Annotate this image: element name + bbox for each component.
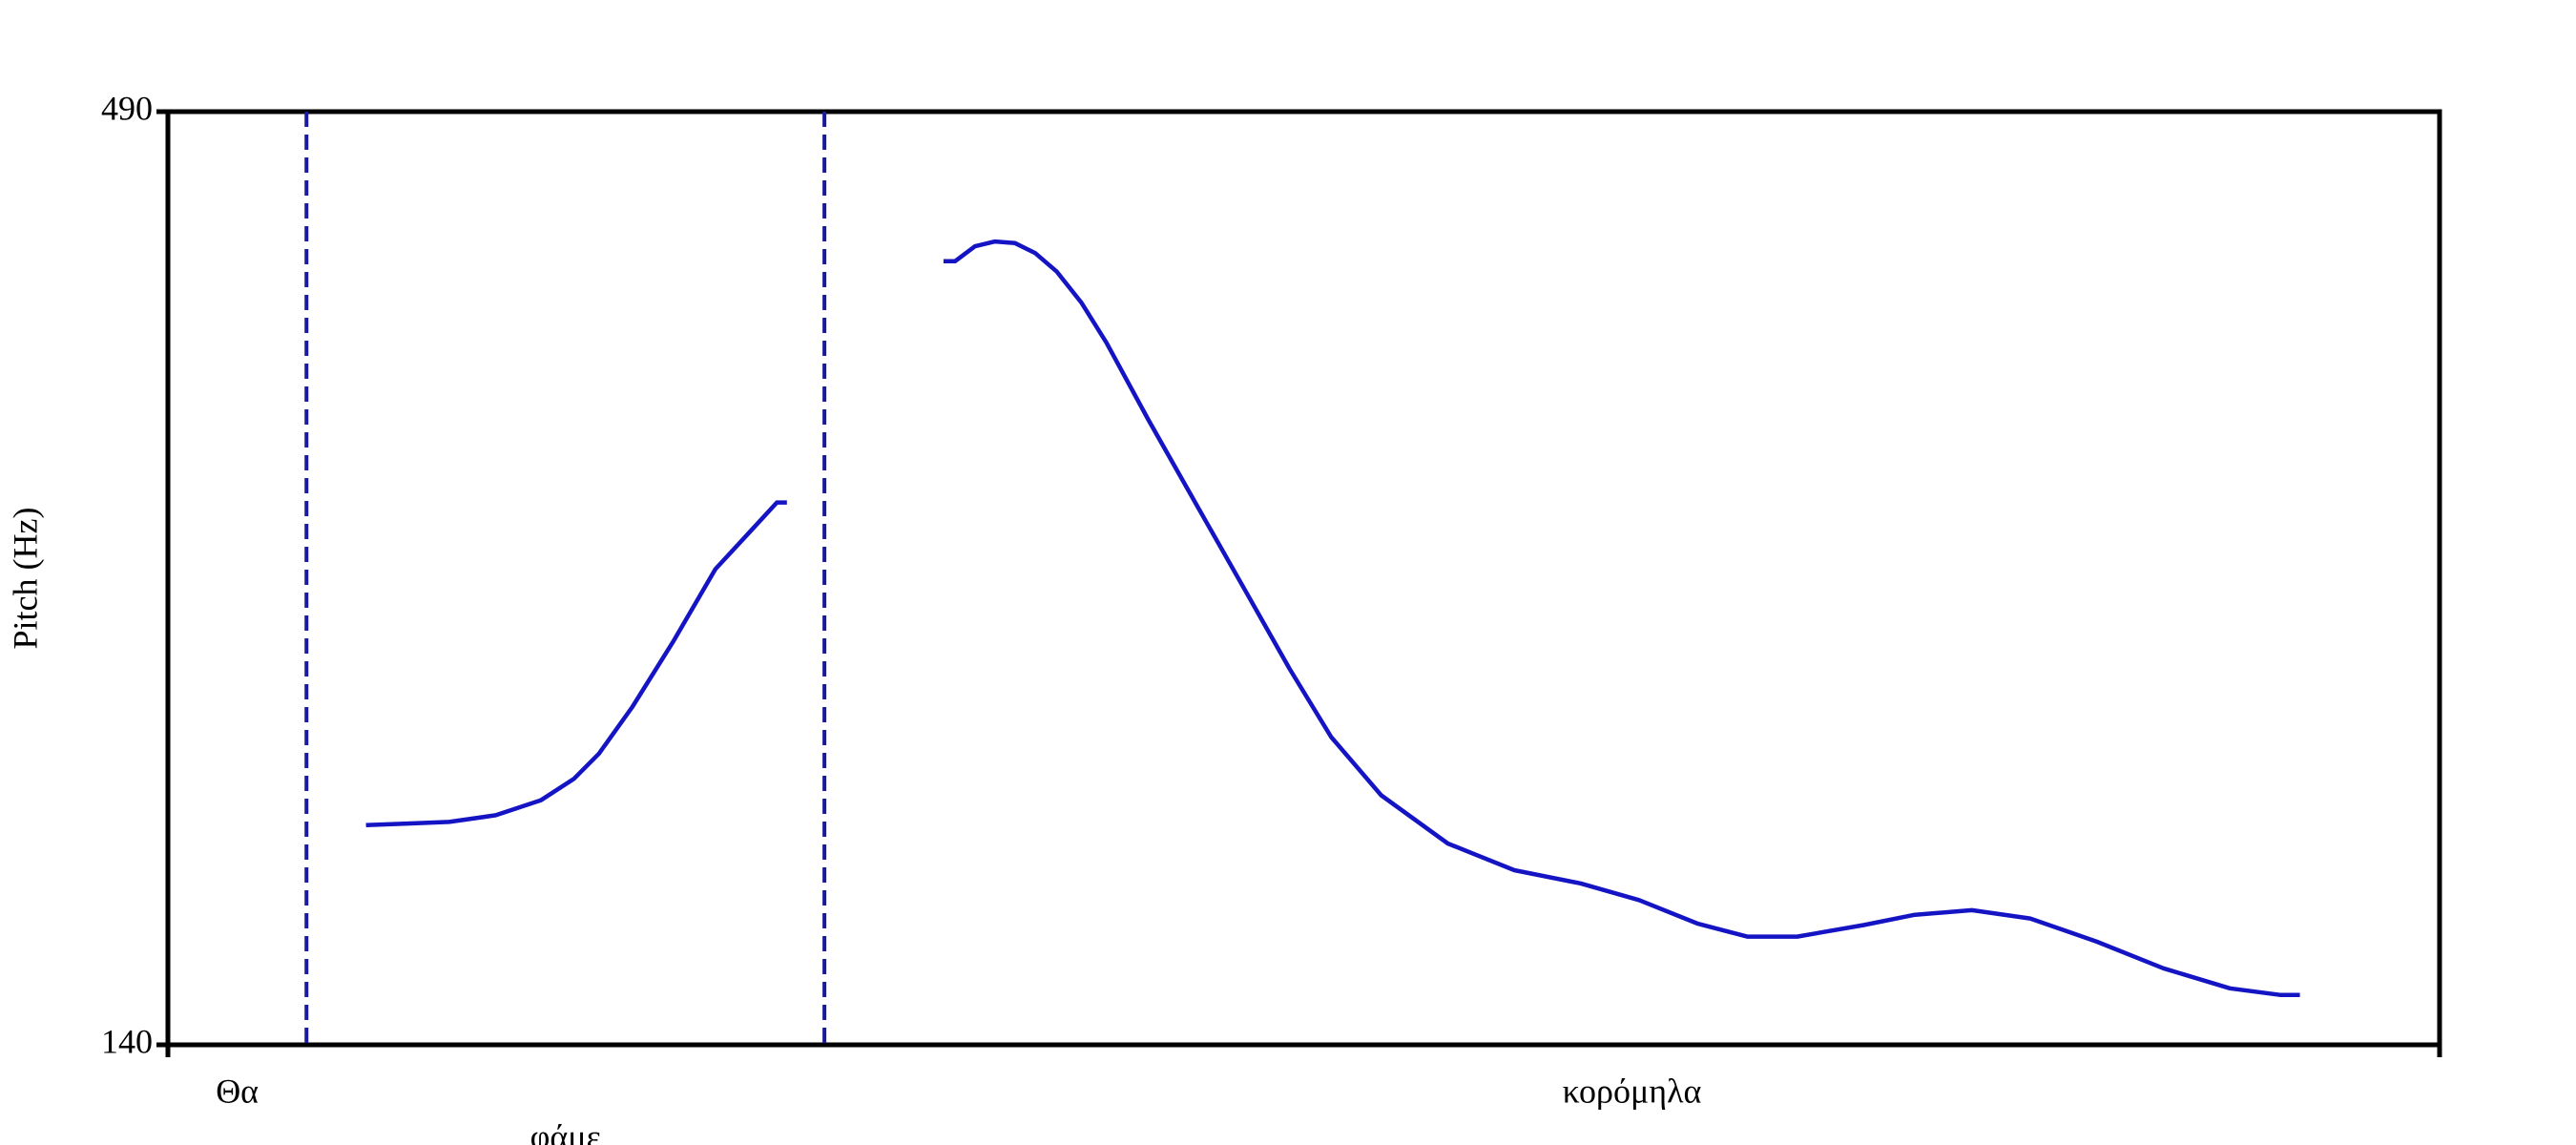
word-label: Θα	[216, 1072, 259, 1110]
y-tick-label: 490	[101, 89, 153, 127]
pitch-contour	[365, 239, 2300, 997]
y-axis-label: Pitch (Hz)	[6, 508, 44, 650]
plot-frame	[165, 109, 2442, 1048]
word-label: φάμε	[530, 1117, 601, 1145]
y-tick-label: 140	[101, 1022, 153, 1060]
word-label: κορόμηλα	[1563, 1072, 1702, 1110]
